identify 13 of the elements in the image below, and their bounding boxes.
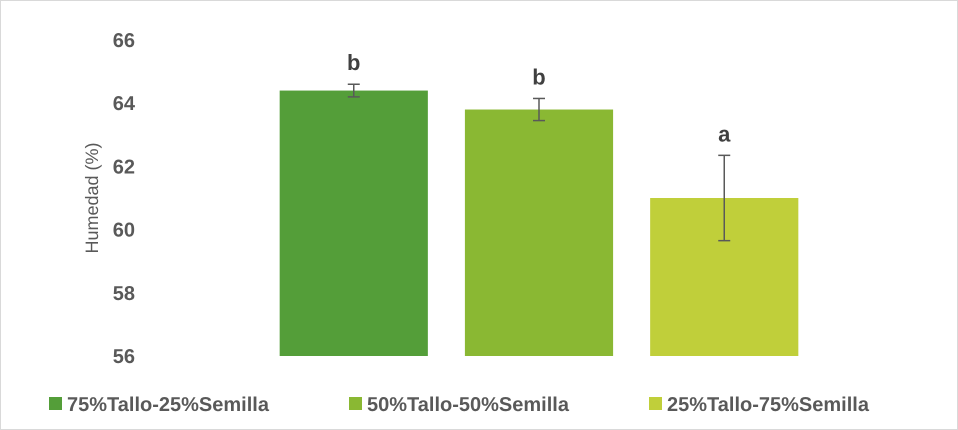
annotation: b	[532, 64, 546, 90]
legend-label: 50%Tallo-50%Semilla	[367, 394, 570, 416]
y-tick-label: 60	[112, 220, 135, 242]
y-tick-label: 64	[112, 93, 136, 116]
y-tick-label: 62	[112, 156, 135, 178]
legend-label: 25%Tallo-75%Semilla	[667, 394, 870, 416]
y-tick-label: 56	[112, 346, 135, 368]
legend-label: 75%Tallo-25%Semilla	[67, 394, 270, 416]
y-tick-label: 66	[112, 30, 135, 52]
y-axis-title: Humedad (%)	[82, 142, 102, 254]
annotation: a	[718, 121, 732, 146]
y-tick-label: 58	[112, 282, 135, 305]
annotation: b	[347, 50, 360, 76]
